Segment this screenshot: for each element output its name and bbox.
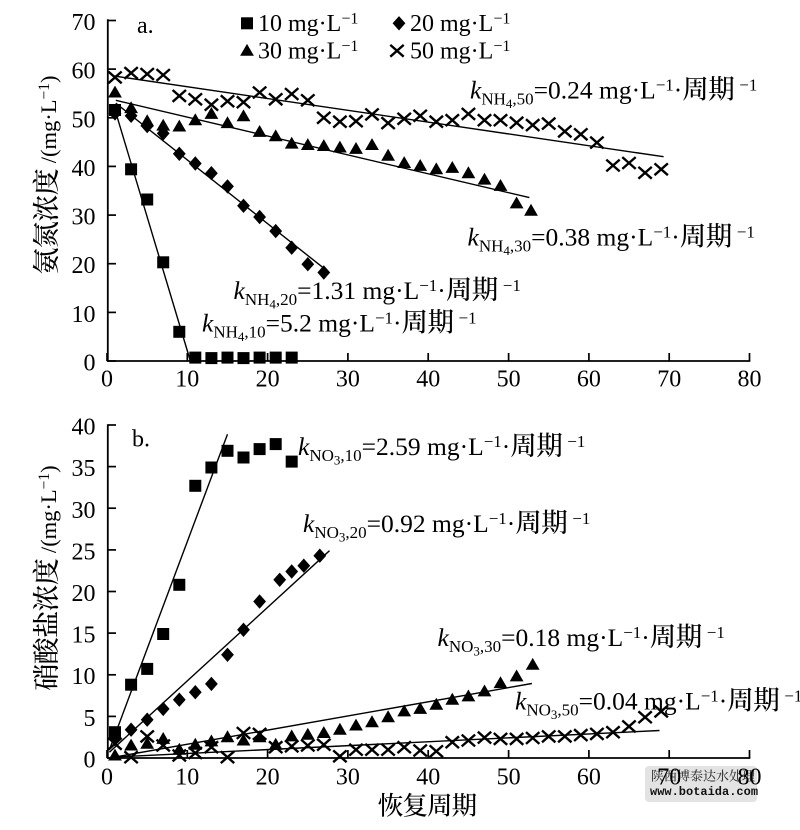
svg-text:kNO3,10=2.59 mg·L−1·周期−1: kNO3,10=2.59 mg·L−1·周期 −1 — [298, 431, 585, 468]
svg-text:60: 60 — [72, 59, 96, 85]
svg-text:0: 0 — [84, 351, 96, 377]
svg-text:kNH4,30=0.38 mg·L−1·周期−1: kNH4,30=0.38 mg·L−1·周期 −1 — [468, 222, 755, 259]
svg-text:10: 10 — [72, 664, 96, 690]
svg-text:40: 40 — [72, 415, 96, 441]
svg-text:kNO3,20=0.92 mg·L−1·周期−1: kNO3,20=0.92 mg·L−1·周期 −1 — [303, 508, 590, 545]
svg-text:80: 80 — [738, 367, 762, 393]
svg-text:40: 40 — [416, 765, 440, 791]
svg-text:25: 25 — [72, 539, 96, 565]
svg-text:10 mg·L−1: 10 mg·L−1 — [258, 10, 358, 37]
svg-text:5: 5 — [84, 706, 96, 732]
svg-text:10: 10 — [175, 765, 199, 791]
svg-text:kNO3,50=0.04 mg·L−1·周期−1: kNO3,50=0.04 mg·L−1·周期 −1 — [515, 686, 800, 723]
svg-text:10: 10 — [175, 367, 199, 393]
svg-text:www.botaida.com: www.botaida.com — [650, 785, 758, 799]
svg-text:20: 20 — [72, 581, 96, 607]
svg-text:60: 60 — [577, 765, 601, 791]
svg-text:30: 30 — [72, 498, 96, 524]
svg-text:35: 35 — [72, 456, 96, 482]
svg-text:30: 30 — [336, 765, 360, 791]
svg-text:30: 30 — [72, 205, 96, 231]
svg-text:80: 80 — [738, 765, 762, 791]
svg-text:20: 20 — [256, 765, 280, 791]
svg-text:50: 50 — [497, 765, 521, 791]
svg-text:40: 40 — [416, 367, 440, 393]
svg-text:kNO3,30=0.18 mg·L−1·周期−1: kNO3,30=0.18 mg·L−1·周期 −1 — [438, 622, 725, 659]
svg-text:40: 40 — [72, 156, 96, 182]
svg-text:kNH4,20=1.31 mg·L−1·周期−1: kNH4,20=1.31 mg·L−1·周期 −1 — [234, 275, 521, 312]
svg-text:10: 10 — [72, 302, 96, 328]
svg-text:70: 70 — [657, 765, 681, 791]
svg-text:a.: a. — [137, 13, 154, 39]
svg-text:0: 0 — [84, 748, 96, 774]
svg-text:0: 0 — [101, 367, 113, 393]
svg-text:50: 50 — [497, 367, 521, 393]
svg-text:恢复周期: 恢复周期 — [378, 787, 477, 823]
svg-text:30: 30 — [336, 367, 360, 393]
svg-text:0: 0 — [101, 765, 113, 791]
svg-text:20: 20 — [72, 253, 96, 279]
svg-text:氨氮浓度 /(mg·L−1): 氨氮浓度 /(mg·L−1) — [25, 76, 64, 275]
svg-text:kNH4,10=5.2 mg·L−1·周期−1: kNH4,10=5.2 mg·L−1·周期 −1 — [202, 308, 477, 345]
svg-text:陕西博泰达水处理: 陕西博泰达水处理 — [651, 766, 755, 785]
svg-text:50: 50 — [72, 107, 96, 133]
svg-text:kNH4,50=0.24 mg·L−1·周期−1: kNH4,50=0.24 mg·L−1·周期 −1 — [470, 75, 757, 112]
svg-text:70: 70 — [657, 367, 681, 393]
svg-text:70: 70 — [72, 10, 96, 36]
svg-text:b.: b. — [132, 427, 150, 453]
svg-text:硝酸盐浓度 /(mg·L−1): 硝酸盐浓度 /(mg·L−1) — [25, 465, 64, 690]
svg-text:60: 60 — [577, 367, 601, 393]
svg-text:20: 20 — [256, 367, 280, 393]
svg-text:15: 15 — [72, 623, 96, 649]
